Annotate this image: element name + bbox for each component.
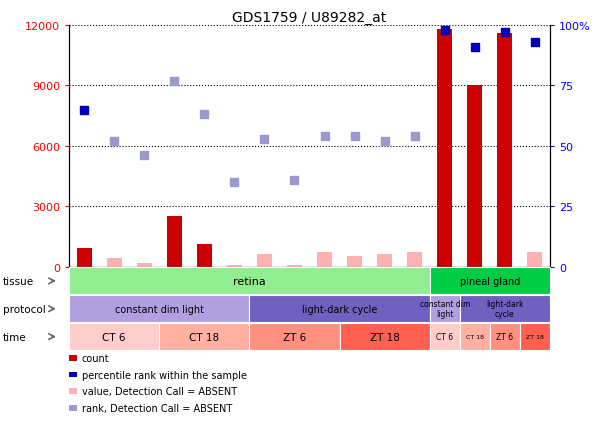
Text: percentile rank within the sample: percentile rank within the sample [82, 370, 247, 380]
Text: CT 6: CT 6 [102, 332, 126, 342]
Point [380, 138, 389, 145]
Bar [528, 253, 543, 267]
Bar [498, 34, 513, 267]
Text: time: time [3, 332, 26, 342]
Text: constant dim light: constant dim light [115, 304, 204, 314]
Text: ZT 6: ZT 6 [283, 332, 306, 342]
Bar [107, 259, 122, 267]
Point [410, 133, 419, 140]
Point [290, 177, 299, 184]
Bar [257, 255, 272, 267]
Bar [377, 255, 392, 267]
Bar [407, 253, 422, 267]
Text: count: count [82, 353, 109, 363]
Text: ZT 6: ZT 6 [496, 332, 513, 341]
Bar [137, 263, 152, 267]
Text: CT 18: CT 18 [189, 332, 219, 342]
Text: tissue: tissue [3, 276, 34, 286]
Text: ZT 18: ZT 18 [526, 334, 544, 339]
Point [470, 44, 480, 51]
Point [500, 30, 510, 37]
Bar [468, 86, 482, 267]
Text: value, Detection Call = ABSENT: value, Detection Call = ABSENT [82, 386, 237, 396]
Point [260, 136, 269, 143]
Point [200, 112, 209, 118]
Bar [227, 265, 242, 267]
Point [350, 133, 359, 140]
Text: protocol: protocol [3, 304, 46, 314]
Bar [438, 30, 453, 267]
Point [230, 179, 239, 186]
Bar [347, 257, 362, 267]
Text: ZT 18: ZT 18 [370, 332, 400, 342]
Point [169, 78, 179, 85]
Text: pineal gland: pineal gland [460, 276, 520, 286]
Point [79, 107, 89, 114]
Bar [317, 253, 332, 267]
Text: light-dark
cycle: light-dark cycle [486, 299, 523, 319]
Point [440, 27, 450, 34]
Point [530, 39, 540, 46]
Title: GDS1759 / U89282_at: GDS1759 / U89282_at [233, 11, 386, 25]
Point [320, 133, 329, 140]
Text: CT 18: CT 18 [466, 334, 484, 339]
Bar [167, 217, 182, 267]
Bar [197, 245, 212, 267]
Text: retina: retina [233, 276, 266, 286]
Bar [287, 265, 302, 267]
Bar [77, 249, 92, 267]
Point [139, 153, 149, 160]
Text: CT 6: CT 6 [436, 332, 453, 341]
Text: light-dark cycle: light-dark cycle [302, 304, 377, 314]
Text: rank, Detection Call = ABSENT: rank, Detection Call = ABSENT [82, 403, 232, 413]
Point [109, 138, 119, 145]
Text: constant dim
light: constant dim light [419, 299, 470, 319]
